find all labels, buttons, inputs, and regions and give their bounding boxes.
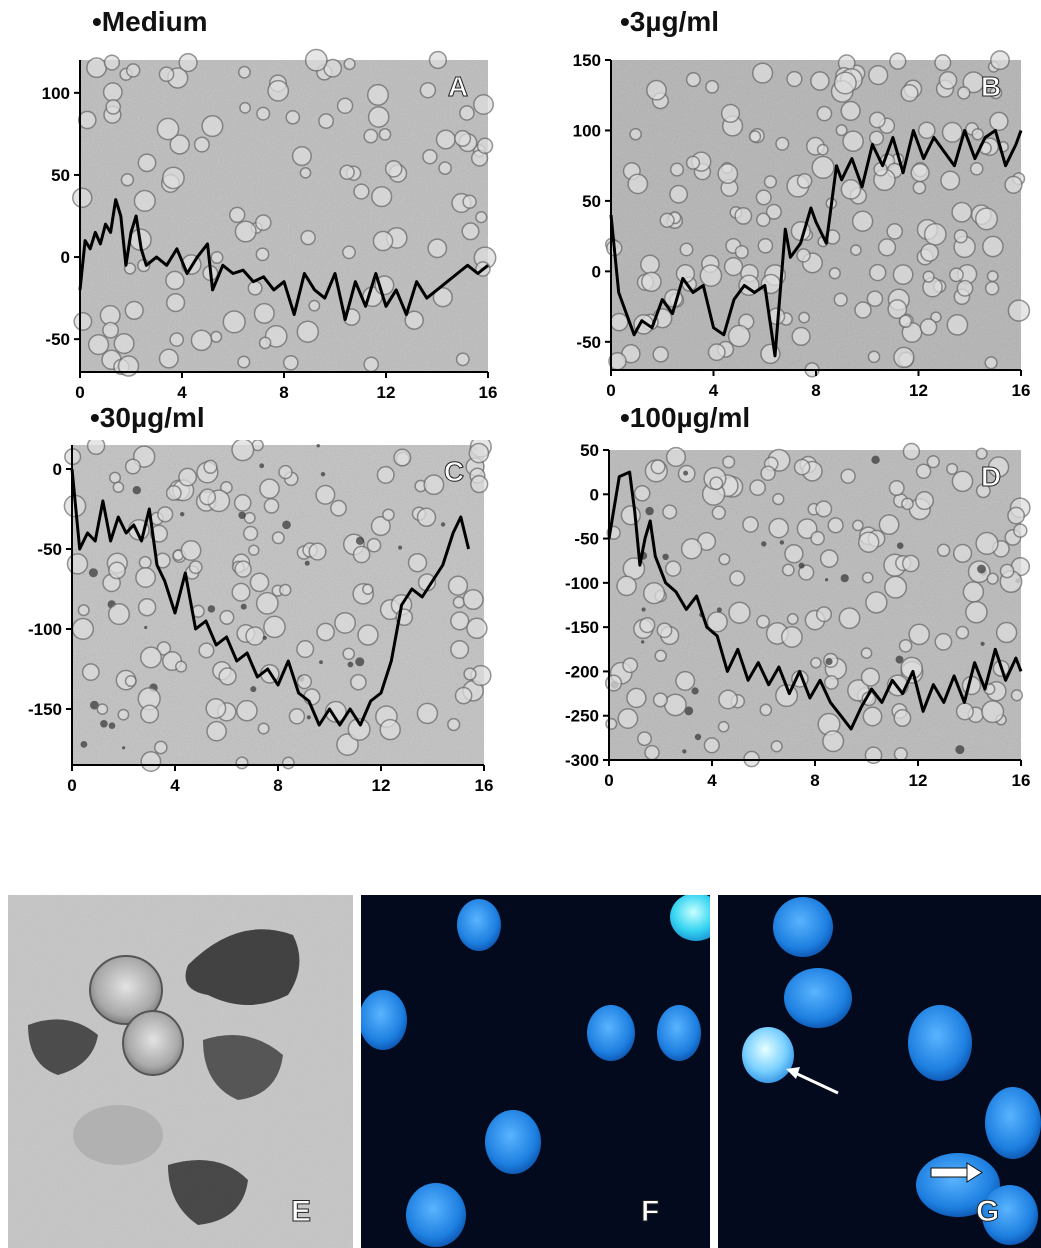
x-tick-label: 4 <box>709 381 719 400</box>
x-tick-label: 8 <box>279 383 288 402</box>
chart-d: 0 4 8 12 16 -300 -250 -200 -150 -100 -50 0 50 D <box>565 441 1031 790</box>
panel-title-d: •100µg/ml <box>620 402 751 433</box>
y-tick-label: 0 <box>61 248 70 267</box>
y-tick-label: -50 <box>37 540 62 559</box>
x-tick-label: 16 <box>1012 381 1031 400</box>
y-tick-label: -150 <box>28 700 62 719</box>
panel-title-b: •3µg/ml <box>620 6 720 37</box>
series-line <box>609 129 1023 358</box>
y-tick-label: -50 <box>574 530 599 549</box>
x-tick-label: 4 <box>707 771 717 790</box>
chart-c: 0 4 8 12 16 -150 -100 -50 0 C <box>28 440 494 795</box>
panel-label-f: F <box>640 1195 660 1229</box>
chart-b: 0 4 8 12 16 -50 0 50 100 150 B <box>573 50 1031 400</box>
y-tick-label: -150 <box>565 618 599 637</box>
x-tick-label: 4 <box>170 776 180 795</box>
x-tick-label: 16 <box>479 383 498 402</box>
y-tick-label: 100 <box>573 121 601 140</box>
panel-label: C <box>444 456 464 487</box>
series-line <box>607 470 1023 731</box>
x-tick-label: 8 <box>811 381 820 400</box>
y-tick-label: 150 <box>573 51 601 70</box>
x-tick-label: 12 <box>372 776 391 795</box>
micrograph-g: G <box>718 895 1041 1248</box>
x-tick-label: 8 <box>273 776 282 795</box>
chart-a: 0 4 8 12 16 -50 0 50 100 A <box>42 48 498 402</box>
y-tick-label: 0 <box>590 485 599 504</box>
y-tick-label: -250 <box>565 707 599 726</box>
panel-label-g: G <box>975 1195 1000 1229</box>
micrograph-f: F <box>361 895 710 1248</box>
y-tick-label: -50 <box>45 330 70 349</box>
y-tick-label: 50 <box>580 441 599 460</box>
panel-label: B <box>981 71 1001 102</box>
y-tick-label: 0 <box>53 460 62 479</box>
y-tick-label: 50 <box>582 192 601 211</box>
x-tick-label: 4 <box>177 383 187 402</box>
x-tick-label: 12 <box>909 771 928 790</box>
y-tick-label: -50 <box>576 333 601 352</box>
y-tick-label: -100 <box>28 620 62 639</box>
y-tick-label: -200 <box>565 662 599 681</box>
cell-texture <box>605 442 1031 768</box>
micrograph-f-image <box>361 895 710 1248</box>
panel-title-a: •Medium <box>92 6 208 37</box>
y-tick-label: 50 <box>51 166 70 185</box>
x-tick-label: 8 <box>810 771 819 790</box>
series-line <box>78 198 489 321</box>
x-tick-label: 16 <box>475 776 494 795</box>
y-tick-label: -100 <box>565 574 599 593</box>
micrograph-e-image <box>8 895 353 1248</box>
plot-texture <box>80 60 488 372</box>
cell-texture <box>605 50 1031 378</box>
x-tick-label: 16 <box>1012 771 1031 790</box>
y-tick-label: 100 <box>42 84 70 103</box>
panel-label-e: E <box>290 1195 312 1229</box>
x-tick-label: 0 <box>67 776 76 795</box>
panel-label: D <box>981 461 1001 492</box>
x-tick-label: 12 <box>377 383 396 402</box>
panel-title-c: •30µg/ml <box>90 402 205 433</box>
x-tick-label: 12 <box>909 381 928 400</box>
x-tick-label: 0 <box>75 383 84 402</box>
series-line <box>70 468 471 727</box>
x-tick-label: 0 <box>606 381 615 400</box>
y-tick-label: -300 <box>565 751 599 770</box>
y-tick-label: 0 <box>592 262 601 281</box>
micrograph-g-image <box>718 895 1041 1248</box>
panel-label: A <box>448 71 468 102</box>
x-tick-label: 0 <box>604 771 613 790</box>
micrograph-e: E <box>8 895 353 1248</box>
